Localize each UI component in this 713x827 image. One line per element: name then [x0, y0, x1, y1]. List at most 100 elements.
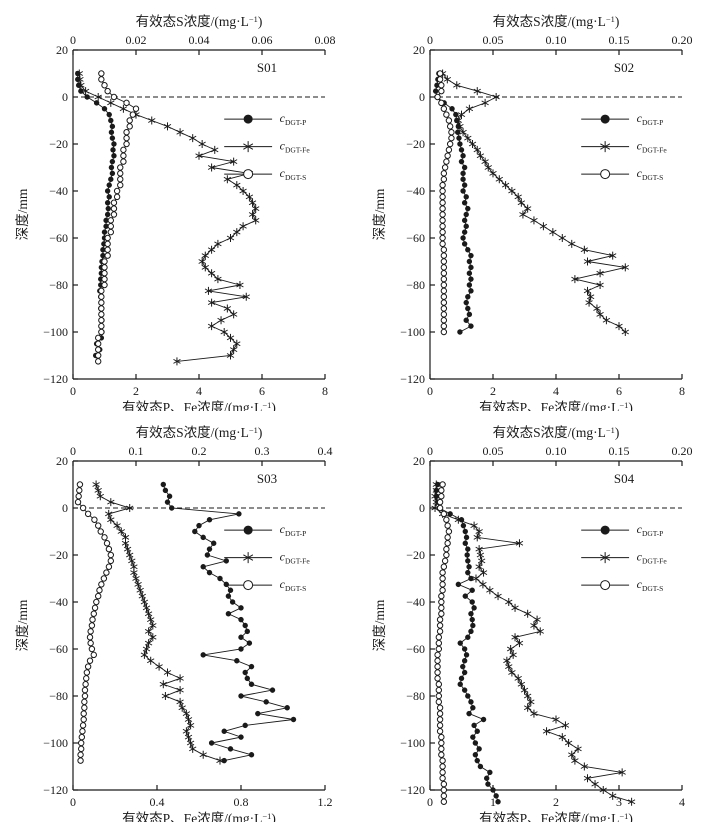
asterisk-marker — [585, 298, 593, 307]
filled-circle-marker — [108, 176, 114, 182]
bottom-axis-tick-label: 0 — [70, 384, 76, 398]
open-circle-marker — [117, 170, 124, 177]
open-circle-marker — [78, 733, 86, 741]
open-circle-marker — [436, 710, 444, 717]
filled-circle-marker — [75, 82, 82, 88]
open-circle-marker — [440, 264, 448, 271]
asterisk-marker — [591, 780, 599, 789]
open-circle-marker — [97, 528, 104, 535]
asterisk-marker — [229, 157, 238, 166]
bottom-axis-tick-label: 8 — [679, 384, 685, 398]
open-circle-marker — [436, 504, 444, 512]
filled-circle-marker — [460, 176, 466, 182]
filled-circle-marker — [469, 616, 475, 623]
bottom-axis-tick-label: 0 — [427, 384, 433, 398]
asterisk-marker — [517, 198, 526, 207]
open-circle-marker — [129, 111, 137, 118]
asterisk-marker — [481, 157, 489, 166]
open-circle-marker — [101, 281, 108, 289]
asterisk-marker — [530, 216, 538, 225]
filled-circle-marker — [242, 669, 248, 676]
asterisk-marker — [621, 328, 630, 336]
open-circle-marker — [126, 123, 133, 130]
filled-circle-marker — [109, 158, 116, 165]
asterisk-marker — [104, 509, 113, 518]
asterisk-marker — [128, 556, 136, 565]
asterisk-marker — [142, 645, 151, 653]
open-circle-marker — [439, 223, 446, 230]
asterisk-marker — [188, 134, 197, 143]
open-circle-marker — [98, 322, 105, 330]
open-circle-marker — [84, 663, 92, 670]
open-circle-marker — [445, 117, 453, 124]
open-circle-marker — [101, 534, 108, 541]
series-markers-dgt-fe — [75, 69, 260, 366]
asterisk-marker — [470, 521, 478, 530]
asterisk-marker — [571, 275, 579, 284]
filled-circle-marker — [169, 505, 175, 511]
asterisk-marker — [476, 551, 485, 559]
asterisk-marker — [81, 87, 90, 96]
asterisk-marker — [138, 592, 147, 601]
filled-circle-marker — [103, 217, 109, 224]
legend-marker-dgt-p — [600, 114, 610, 124]
filled-circle-marker — [160, 481, 166, 488]
asterisk-marker — [596, 269, 604, 278]
filled-circle-marker — [200, 652, 206, 658]
open-circle-marker — [438, 487, 445, 494]
bottom-axis-tick-label: 0 — [427, 795, 433, 809]
asterisk-marker — [506, 645, 515, 653]
filled-circle-marker — [238, 616, 244, 623]
asterisk-marker — [492, 93, 500, 101]
open-circle-marker — [83, 675, 90, 682]
open-circle-marker — [113, 193, 121, 201]
top-axis-tick-label: 0.05 — [483, 444, 504, 458]
y-axis-title: 深度/mm — [372, 188, 387, 240]
asterisk-marker — [574, 744, 582, 753]
open-circle-marker — [439, 187, 446, 195]
filled-circle-marker — [101, 106, 108, 112]
open-circle-marker — [123, 140, 130, 148]
open-circle-marker — [440, 299, 448, 306]
open-circle-marker — [86, 634, 94, 641]
asterisk-marker — [75, 69, 84, 78]
open-circle-marker — [443, 545, 450, 553]
filled-circle-marker — [468, 264, 474, 271]
open-circle-marker — [95, 352, 102, 359]
open-circle-marker — [440, 510, 448, 518]
asterisk-marker — [468, 140, 477, 148]
filled-circle-marker — [461, 658, 468, 664]
open-circle-marker — [98, 299, 105, 306]
filled-circle-marker — [200, 564, 206, 570]
filled-circle-marker — [236, 511, 242, 517]
open-circle-marker — [95, 334, 102, 342]
open-circle-marker — [441, 557, 449, 565]
top-axis-tick-label: 0.04 — [189, 33, 210, 47]
asterisk-marker — [136, 586, 144, 595]
open-circle-marker — [445, 528, 453, 535]
bottom-axis-tick-label: 8 — [322, 384, 328, 398]
open-circle-marker — [107, 551, 115, 559]
top-axis-tick-label: 0 — [70, 33, 76, 47]
asterisk-marker — [107, 98, 115, 107]
asterisk-marker — [216, 756, 224, 765]
filled-circle-marker — [465, 546, 471, 552]
open-circle-marker — [81, 692, 89, 700]
filled-circle-marker — [248, 752, 255, 758]
filled-circle-marker — [225, 593, 232, 599]
open-circle-marker — [439, 569, 446, 576]
asterisk-marker — [552, 715, 560, 724]
asterisk-marker — [558, 733, 567, 742]
legend-label-dgt-fe: cDGT-Fe — [637, 550, 668, 566]
open-circle-marker — [82, 681, 89, 688]
legend-marker-dgt-p — [243, 525, 253, 535]
asterisk-marker — [508, 668, 516, 677]
filled-circle-marker — [455, 129, 461, 135]
open-circle-marker — [95, 522, 102, 529]
legend: cDGT-P cDGT-Fe cDGT-S — [581, 522, 667, 593]
filled-circle-marker — [84, 94, 90, 100]
asterisk-marker — [454, 515, 463, 524]
filled-circle-marker — [490, 787, 496, 793]
asterisk-marker — [226, 351, 235, 360]
